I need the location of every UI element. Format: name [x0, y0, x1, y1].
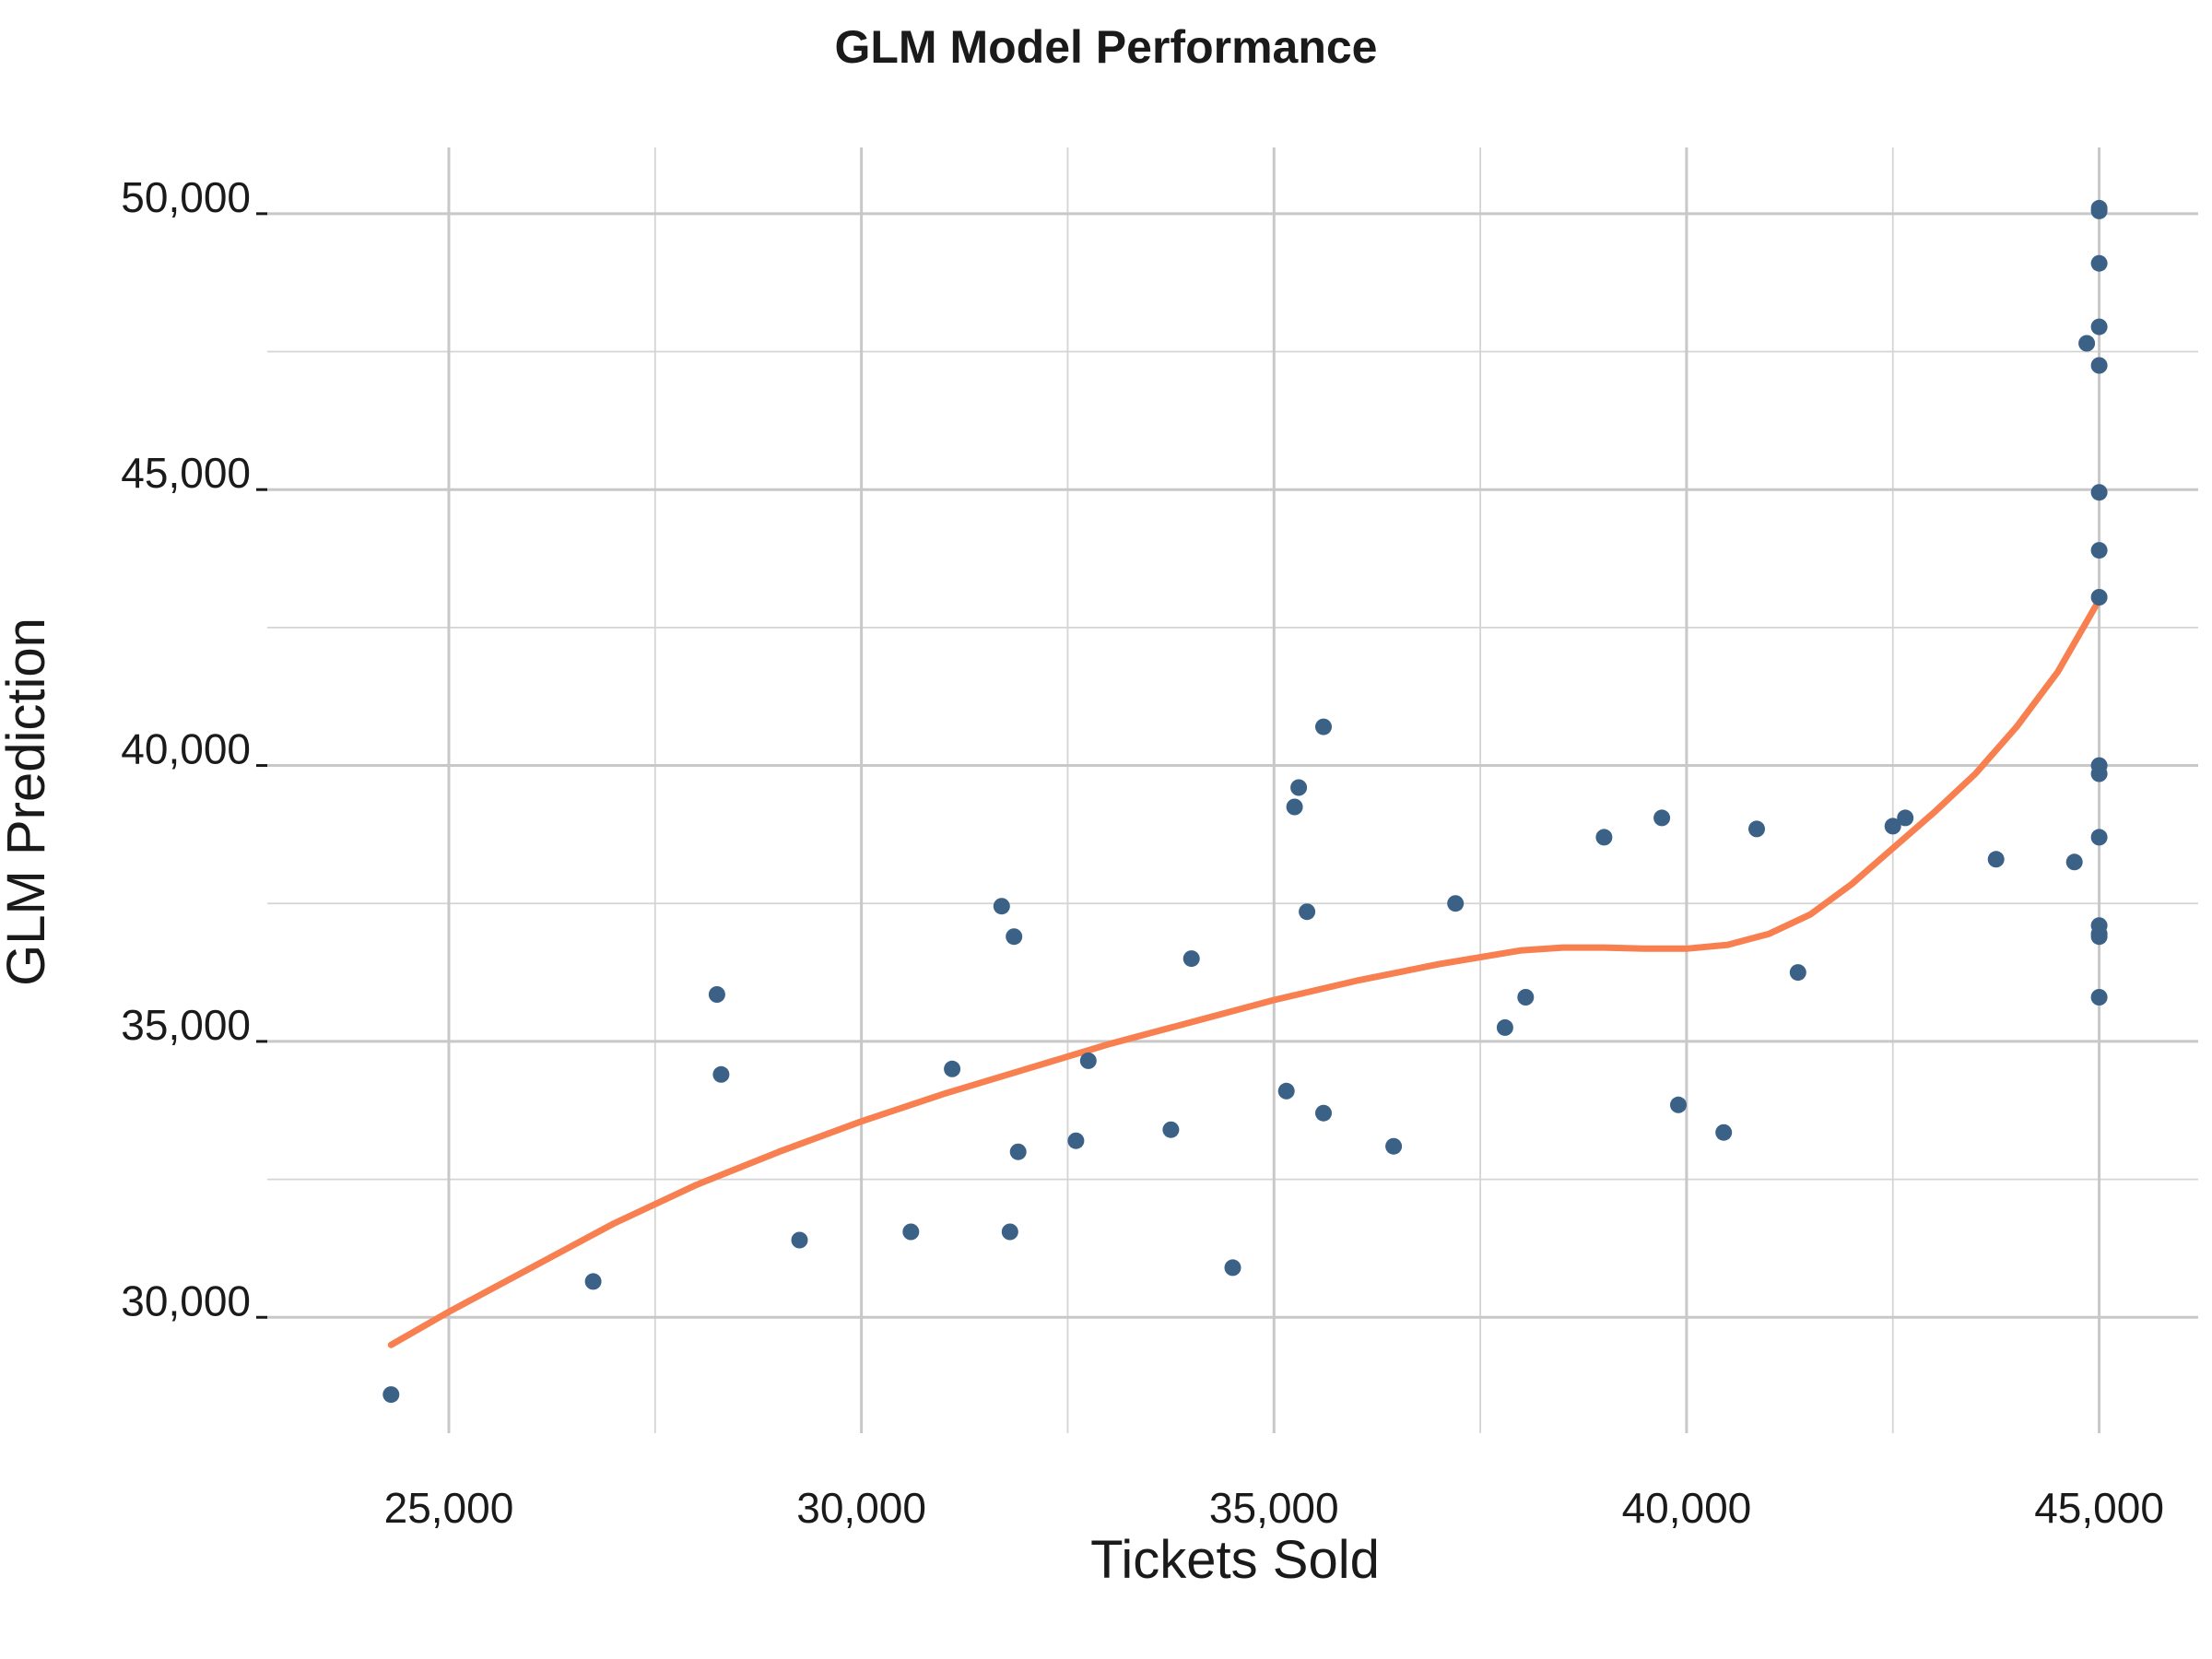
scatter-point — [1001, 1223, 1018, 1241]
scatter-point — [1385, 1137, 1403, 1155]
scatter-point — [708, 986, 725, 1003]
scatter-point — [1653, 809, 1671, 827]
scatter-point — [1182, 950, 1200, 968]
scatter-point — [2090, 318, 2108, 335]
scatter-point — [1224, 1259, 1241, 1277]
scatter-point — [2090, 357, 2108, 374]
scatter-point — [1286, 798, 1303, 816]
y-axis-label: GLM Prediction — [0, 618, 56, 986]
scatter-point — [944, 1060, 961, 1077]
y-tick-label: 30,000 — [121, 1277, 251, 1324]
scatter-points — [382, 199, 2108, 1404]
scatter-point — [1290, 779, 1308, 796]
scatter-point — [1299, 903, 1316, 921]
scatter-point — [1987, 851, 2005, 868]
trend-line-layer — [387, 596, 2103, 1348]
scatter-point — [2090, 254, 2108, 272]
scatter-point — [1884, 818, 1901, 835]
grid-lines — [267, 147, 2198, 1433]
scatter-point — [2090, 989, 2108, 1006]
scatter-point — [791, 1231, 808, 1249]
x-axis-label: Tickets Sold — [1090, 1530, 1380, 1590]
scatter-point — [2090, 829, 2108, 846]
trend-line — [387, 596, 2103, 1348]
axis-ticks — [256, 212, 267, 1319]
scatter-point — [1067, 1132, 1085, 1149]
scatter-point — [1162, 1121, 1180, 1138]
tick-labels: 25,000 30,000 35,000 40,000 45,000 30,000 35,0… — [121, 173, 2164, 1532]
scatter-point — [1496, 1018, 1513, 1036]
scatter-point — [2090, 199, 2108, 217]
scatter-point — [1315, 718, 1332, 735]
scatter-point — [1517, 989, 1535, 1006]
scatter-point — [2090, 589, 2108, 606]
x-tick-label: 25,000 — [384, 1484, 514, 1532]
x-tick-label: 40,000 — [1622, 1484, 1752, 1532]
scatter-point — [2078, 335, 2096, 352]
scatter-point — [2090, 765, 2108, 782]
x-tick-label: 35,000 — [1209, 1484, 1339, 1532]
y-tick-label: 50,000 — [121, 173, 251, 221]
scatter-point — [1447, 895, 1465, 912]
scatter-point — [2090, 925, 2108, 943]
scatter-point — [1277, 1082, 1295, 1100]
scatter-point — [1789, 964, 1806, 982]
chart-title: GLM Model Performance — [835, 21, 1378, 73]
x-tick-label: 30,000 — [796, 1484, 926, 1532]
scatter-point — [1715, 1124, 1733, 1141]
scatter-point — [902, 1223, 920, 1241]
x-tick-label: 45,000 — [2034, 1484, 2164, 1532]
scatter-point — [1748, 820, 1765, 838]
scatter-point — [2090, 484, 2108, 501]
y-tick-label: 40,000 — [121, 725, 251, 773]
scatter-point — [1670, 1096, 1687, 1113]
scatter-point — [1009, 1143, 1027, 1160]
scatter-point — [382, 1386, 400, 1404]
scatter-point — [993, 898, 1010, 915]
scatter-point — [1595, 829, 1613, 846]
scatter-point — [584, 1273, 602, 1290]
scatter-point — [2065, 853, 2083, 871]
scatter-point — [1897, 809, 1914, 827]
scatter-point — [712, 1065, 730, 1083]
scatter-point — [1006, 928, 1023, 946]
y-tick-label: 45,000 — [121, 449, 251, 497]
scatter-point — [2090, 542, 2108, 559]
scatter-point — [1315, 1104, 1332, 1122]
y-tick-label: 35,000 — [121, 1001, 251, 1049]
scatter-point — [1079, 1052, 1097, 1069]
